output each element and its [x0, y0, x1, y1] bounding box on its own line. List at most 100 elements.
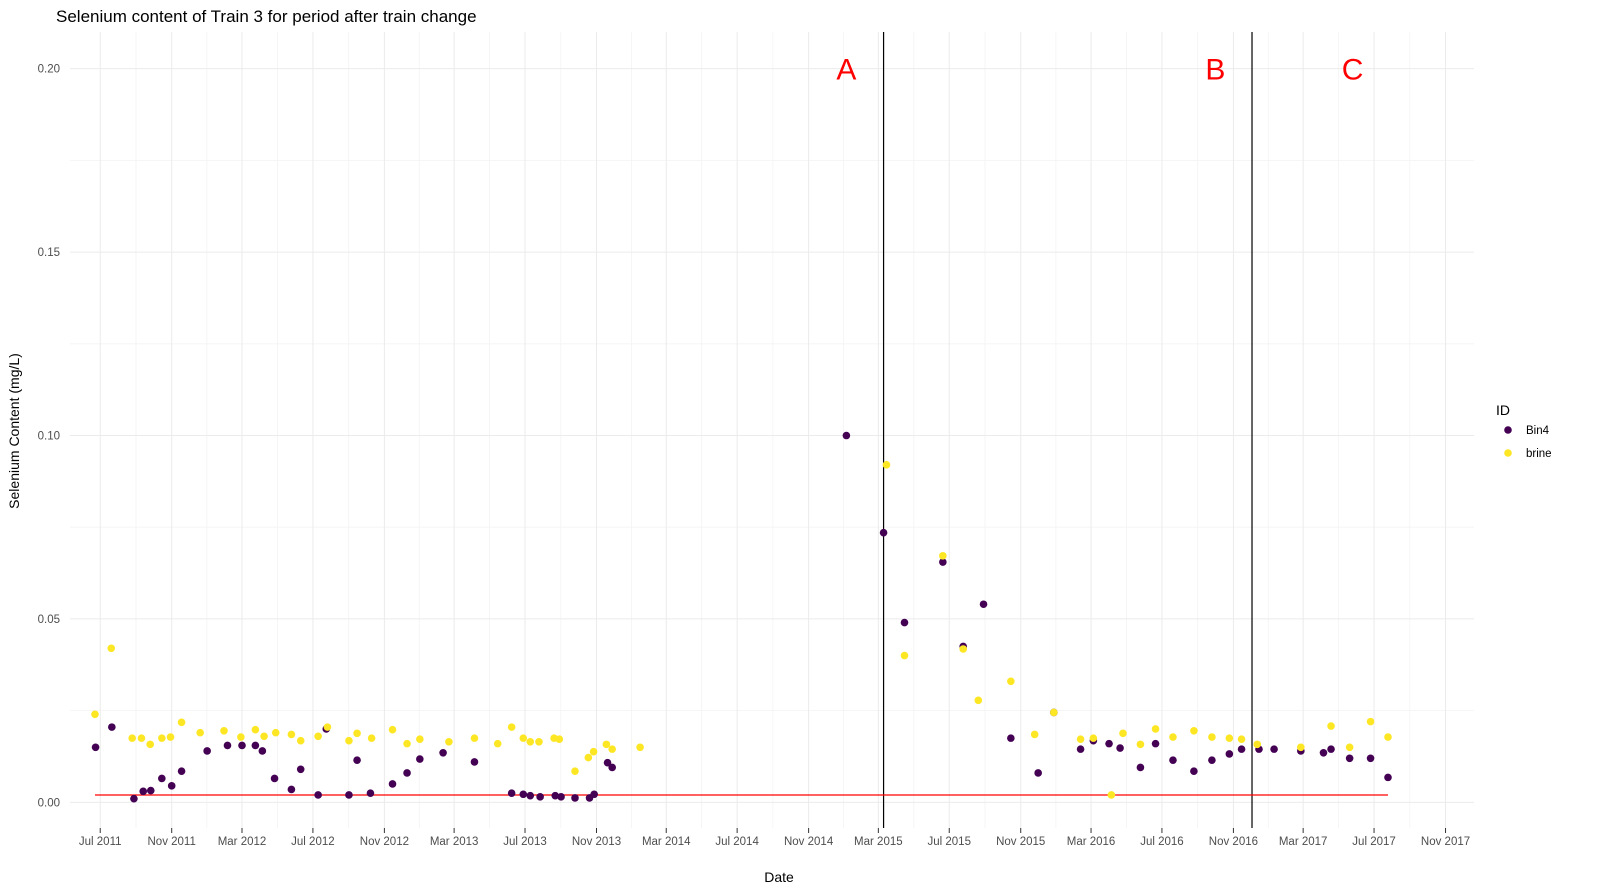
- y-tick-label: 0.20: [38, 64, 60, 76]
- x-axis-ticks: Jul 2011 Nov 2011 Mar 2012 Jul 2012 Nov 2012…: [79, 828, 1470, 848]
- x-tick-label: Mar 2012: [218, 836, 267, 848]
- x-tick-label: Nov 2012: [360, 836, 409, 848]
- data-point: [251, 741, 260, 750]
- y-axis-title: Selenium Content (mg/L): [6, 353, 22, 509]
- x-tick-label: Mar 2013: [430, 836, 479, 848]
- data-point: [1208, 733, 1216, 741]
- data-point: [1119, 729, 1127, 738]
- x-tick-label: Jul 2017: [1352, 836, 1395, 848]
- data-point: [879, 528, 888, 537]
- y-tick-label: 0.15: [38, 247, 60, 259]
- data-point: [314, 791, 322, 799]
- data-point: [345, 791, 353, 799]
- data-point: [519, 734, 528, 742]
- series-bin4: [91, 431, 1392, 803]
- y-tick-label: 0.00: [38, 797, 60, 809]
- grid-lines: [70, 32, 1474, 828]
- region-label-a: A: [836, 54, 856, 87]
- data-point: [108, 723, 116, 731]
- data-point: [1327, 745, 1335, 753]
- data-point: [403, 769, 411, 777]
- data-point: [1270, 745, 1278, 753]
- data-point: [526, 791, 535, 800]
- y-tick-label: 0.10: [38, 431, 60, 443]
- data-point: [526, 737, 535, 746]
- region-label-b: B: [1205, 54, 1225, 87]
- data-point: [91, 710, 99, 719]
- data-point: [557, 793, 565, 801]
- data-point: [571, 767, 579, 775]
- data-point: [1151, 725, 1160, 733]
- data-point: [470, 758, 479, 766]
- data-point: [842, 431, 851, 440]
- series-brine: [91, 461, 1392, 799]
- data-point: [1034, 769, 1042, 777]
- data-point: [177, 767, 186, 775]
- legend-title: ID: [1496, 402, 1510, 418]
- data-point: [1050, 708, 1058, 717]
- data-point: [366, 789, 375, 797]
- region-annotations: A B C: [836, 54, 1363, 87]
- data-point: [403, 739, 411, 748]
- data-point: [345, 736, 353, 745]
- data-point: [1116, 744, 1124, 752]
- legend: ID Bin4 brine: [1496, 402, 1552, 460]
- data-point: [223, 741, 232, 750]
- data-point: [416, 755, 424, 763]
- x-tick-label: Mar 2014: [642, 836, 691, 848]
- y-axis-ticks: 0.00 0.05 0.10 0.15 0.20: [38, 64, 60, 810]
- x-tick-label: Jul 2011: [79, 836, 122, 848]
- data-point: [1151, 739, 1160, 748]
- data-point: [1107, 791, 1116, 799]
- data-point: [1190, 726, 1198, 735]
- data-point: [1225, 734, 1234, 742]
- data-point: [416, 735, 424, 744]
- data-point: [1136, 740, 1145, 749]
- data-point: [1169, 733, 1177, 741]
- data-point: [158, 774, 166, 783]
- data-point: [974, 696, 983, 705]
- chart-title: Selenium content of Train 3 for period a…: [56, 7, 477, 26]
- data-point: [519, 790, 528, 799]
- data-point: [388, 725, 397, 734]
- x-tick-label: Nov 2011: [148, 836, 196, 848]
- data-point: [603, 758, 612, 767]
- legend-key-brine: [1504, 449, 1512, 457]
- x-tick-label: Nov 2013: [572, 836, 621, 848]
- data-point: [589, 747, 598, 756]
- data-point: [146, 740, 154, 749]
- data-point: [158, 734, 166, 742]
- x-tick-label: Mar 2015: [854, 836, 903, 848]
- data-point: [636, 743, 644, 752]
- data-point: [196, 728, 204, 737]
- x-axis-title: Date: [764, 869, 794, 885]
- data-point: [177, 718, 186, 727]
- data-point: [1089, 734, 1098, 742]
- data-point: [1327, 722, 1335, 730]
- x-tick-label: Nov 2014: [784, 836, 834, 848]
- data-point: [1366, 754, 1375, 763]
- data-point: [258, 747, 267, 755]
- data-point: [220, 726, 228, 735]
- data-point: [270, 774, 279, 783]
- data-point: [139, 787, 148, 796]
- data-point: [1007, 734, 1015, 742]
- data-point: [555, 735, 564, 744]
- data-point: [203, 747, 211, 755]
- data-point: [571, 794, 579, 802]
- data-point: [900, 651, 909, 660]
- data-point: [939, 552, 947, 560]
- data-point: [1237, 745, 1246, 753]
- data-point: [1105, 739, 1113, 748]
- data-point: [535, 737, 543, 746]
- data-point: [536, 793, 544, 801]
- data-point: [130, 794, 138, 803]
- x-tick-label: Mar 2016: [1067, 836, 1116, 848]
- data-point: [1225, 750, 1234, 758]
- data-point: [146, 786, 155, 795]
- data-point: [1190, 767, 1198, 775]
- data-point: [260, 732, 268, 741]
- data-point: [353, 729, 361, 738]
- data-point: [237, 733, 245, 741]
